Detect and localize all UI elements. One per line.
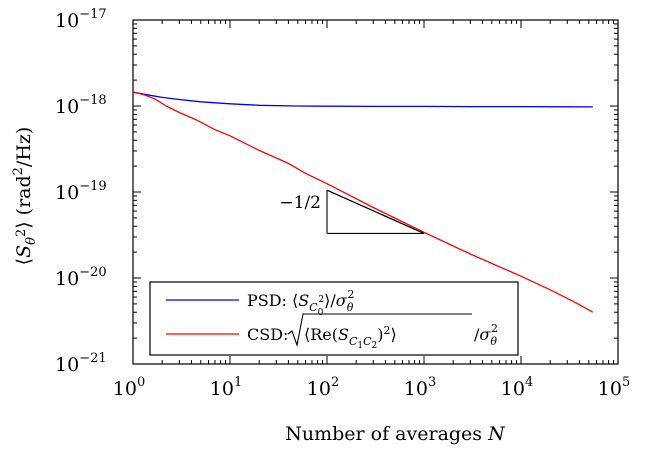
legend-csd-label: CSD:: [247, 325, 288, 344]
y-axis-title: ⟨Sθ2⟩ (rad2/Hz): [11, 127, 39, 266]
sqrt-sign: [287, 313, 472, 348]
y-tick-label: 10−20: [55, 265, 107, 290]
y-tick-label: 10−17: [55, 7, 107, 32]
legend-csd-prefix: CSD:: [247, 325, 288, 344]
y-tick-label: 10−19: [55, 179, 107, 204]
slope-label: −1/2: [279, 193, 321, 213]
slope-hypotenuse: [326, 189, 425, 235]
x-tick-label: 100: [113, 375, 145, 400]
x-tick-label: 103: [404, 375, 436, 400]
x-tick-labels: 100 101 102 103 104 105: [113, 375, 630, 400]
axis-ticks: [132, 20, 618, 365]
legend-box: [149, 281, 519, 356]
legend-csd-denominator: /σθ2: [474, 322, 498, 348]
slope-annotation: −1/2: [279, 189, 425, 235]
x-tick-label: 104: [501, 375, 533, 400]
x-tick-label: 105: [598, 375, 630, 400]
series-layer: [132, 91, 594, 313]
y-tick-label: 10−21: [55, 351, 107, 376]
legend: PSD: ⟨SC02⟩/σθ2 CSD: ⟨Re(SC1C2)2⟩ /σθ2: [149, 281, 519, 356]
psd-series-line: [132, 91, 593, 108]
csd-series-line: [132, 91, 594, 313]
x-tick-label: 101: [210, 375, 242, 400]
y-tick-label: 10−18: [55, 93, 107, 118]
y-tick-labels: 10−21 10−20 10−19 10−18 10−17: [55, 7, 107, 376]
x-axis-title: Number of averages N: [285, 423, 506, 445]
x-tick-label: 102: [307, 375, 339, 400]
legend-psd-prefix: PSD:: [247, 291, 292, 310]
